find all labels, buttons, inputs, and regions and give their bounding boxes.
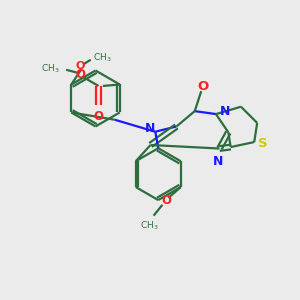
Text: O: O: [161, 194, 171, 207]
Text: N: N: [213, 155, 223, 168]
Text: O: O: [75, 61, 85, 71]
Text: O: O: [75, 68, 85, 81]
Text: O: O: [94, 110, 103, 123]
Text: S: S: [258, 137, 267, 150]
Text: CH$_3$: CH$_3$: [41, 63, 60, 75]
Text: O: O: [197, 80, 208, 93]
Text: CH$_3$: CH$_3$: [93, 52, 111, 64]
Text: N: N: [145, 122, 155, 135]
Text: CH$_3$: CH$_3$: [140, 220, 159, 232]
Text: N: N: [220, 105, 230, 118]
